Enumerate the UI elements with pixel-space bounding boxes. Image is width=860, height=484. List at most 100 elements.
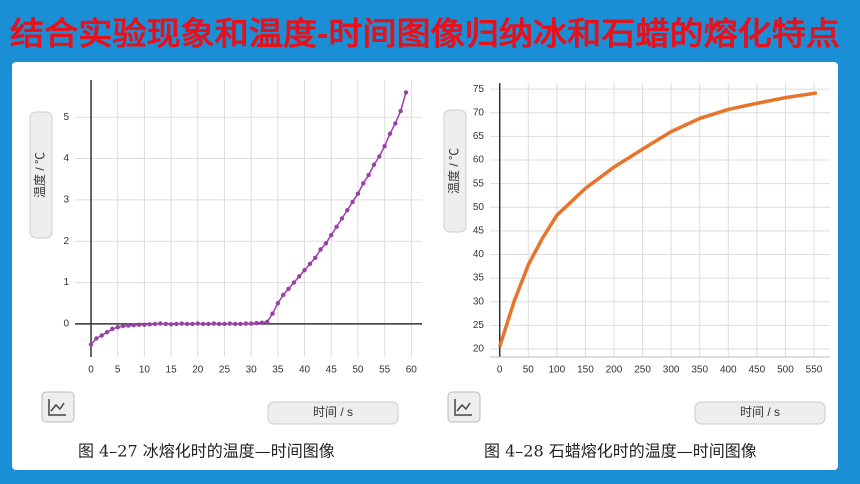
y-tick-label: 65 bbox=[473, 131, 485, 142]
data-point bbox=[238, 321, 243, 327]
data-line bbox=[498, 91, 818, 348]
data-point bbox=[163, 321, 168, 327]
x-tick-label: 0 bbox=[88, 365, 94, 376]
data-point bbox=[403, 90, 409, 95]
data-point bbox=[152, 321, 158, 327]
x-tick-label: 500 bbox=[777, 365, 794, 376]
data-point bbox=[232, 321, 238, 327]
y-tick-label: 70 bbox=[473, 107, 485, 118]
x-tick-label: 300 bbox=[663, 365, 680, 376]
y-axis-label: 温度 / ℃ bbox=[446, 148, 461, 194]
x-tick-label: 200 bbox=[606, 365, 623, 376]
data-point bbox=[131, 322, 136, 328]
data-point bbox=[350, 199, 355, 205]
data-point bbox=[254, 320, 259, 326]
data-point bbox=[275, 301, 281, 306]
chart-icon bbox=[48, 399, 66, 416]
y-tick-label: 3 bbox=[63, 195, 69, 206]
x-tick-label: 450 bbox=[749, 365, 766, 376]
y-axis-label: 温度 / ℃ bbox=[32, 152, 47, 198]
data-point bbox=[377, 154, 382, 159]
x-axis-label: 时间 / s bbox=[740, 405, 780, 419]
y-tick-label: 1 bbox=[63, 277, 69, 288]
x-tick-label: 30 bbox=[246, 365, 258, 376]
data-point bbox=[227, 321, 233, 326]
data-point bbox=[195, 321, 200, 326]
data-point bbox=[323, 241, 329, 246]
figure-caption: 图 4–28 石蜡熔化时的温度—时间图像 bbox=[484, 442, 757, 461]
x-tick-label: 100 bbox=[549, 365, 566, 376]
y-tick-label: 40 bbox=[473, 249, 485, 260]
x-tick-label: 150 bbox=[577, 365, 594, 376]
data-point bbox=[297, 274, 302, 279]
data-point bbox=[339, 216, 345, 221]
data-point bbox=[216, 321, 222, 327]
data-point bbox=[318, 247, 323, 252]
y-tick-label: 75 bbox=[473, 84, 485, 95]
data-point bbox=[382, 143, 387, 149]
slide-title: 结合实验现象和温度-时间图像归纳冰和石蜡的熔化特点 bbox=[10, 15, 840, 51]
data-point bbox=[158, 321, 163, 326]
data-point bbox=[136, 322, 142, 327]
x-tick-label: 10 bbox=[139, 365, 151, 376]
data-point bbox=[345, 208, 350, 213]
data-point bbox=[94, 336, 99, 341]
data-point bbox=[115, 325, 120, 330]
data-point bbox=[398, 108, 403, 114]
x-tick-label: 350 bbox=[691, 365, 708, 376]
data-point bbox=[313, 255, 318, 260]
y-tick-label: 30 bbox=[473, 296, 485, 307]
data-point bbox=[248, 321, 254, 326]
chart-icon bbox=[454, 399, 472, 416]
x-tick-label: 50 bbox=[523, 365, 535, 376]
data-point bbox=[270, 311, 275, 316]
x-axis-label: 时间 / s bbox=[313, 405, 353, 419]
y-tick-label: 0 bbox=[63, 319, 69, 330]
data-point bbox=[302, 267, 307, 273]
data-point bbox=[355, 191, 361, 196]
data-point bbox=[99, 333, 104, 338]
data-point bbox=[334, 224, 339, 229]
y-tick-label: 55 bbox=[473, 178, 485, 189]
x-tick-label: 35 bbox=[272, 365, 284, 376]
data-point bbox=[126, 323, 131, 328]
data-point bbox=[142, 322, 147, 327]
data-point bbox=[393, 121, 398, 126]
y-label-box bbox=[29, 111, 53, 239]
data-point bbox=[179, 321, 184, 326]
data-point bbox=[366, 172, 371, 178]
y-tick-label: 35 bbox=[473, 273, 485, 284]
data-point bbox=[307, 261, 313, 267]
data-point bbox=[120, 323, 126, 329]
x-tick-label: 15 bbox=[166, 365, 178, 376]
y-tick-label: 60 bbox=[473, 155, 485, 166]
data-point bbox=[243, 321, 249, 326]
data-point bbox=[281, 292, 286, 298]
data-point bbox=[371, 162, 377, 167]
panel bbox=[12, 62, 838, 470]
y-label-box bbox=[443, 109, 467, 233]
y-tick-label: 50 bbox=[473, 202, 485, 213]
y-tick-label: 20 bbox=[473, 344, 485, 355]
y-tick-label: 2 bbox=[63, 236, 69, 247]
x-tick-label: 20 bbox=[192, 365, 204, 376]
figure-caption: 图 4–27 冰熔化时的温度—时间图像 bbox=[78, 442, 335, 461]
x-tick-label: 55 bbox=[379, 365, 391, 376]
y-tick-label: 4 bbox=[63, 153, 69, 164]
x-tick-label: 40 bbox=[299, 365, 311, 376]
data-point bbox=[147, 322, 152, 327]
data-point bbox=[264, 319, 270, 325]
data-point bbox=[259, 320, 265, 325]
data-point bbox=[206, 321, 211, 327]
x-tick-label: 250 bbox=[634, 365, 651, 376]
y-tick-label: 25 bbox=[473, 320, 485, 331]
x-tick-label: 5 bbox=[115, 365, 121, 376]
data-point bbox=[174, 321, 179, 327]
y-tick-label: 5 bbox=[63, 112, 69, 123]
data-point bbox=[211, 321, 216, 326]
data-point bbox=[190, 321, 195, 327]
data-point bbox=[222, 321, 227, 327]
data-point bbox=[168, 322, 174, 327]
